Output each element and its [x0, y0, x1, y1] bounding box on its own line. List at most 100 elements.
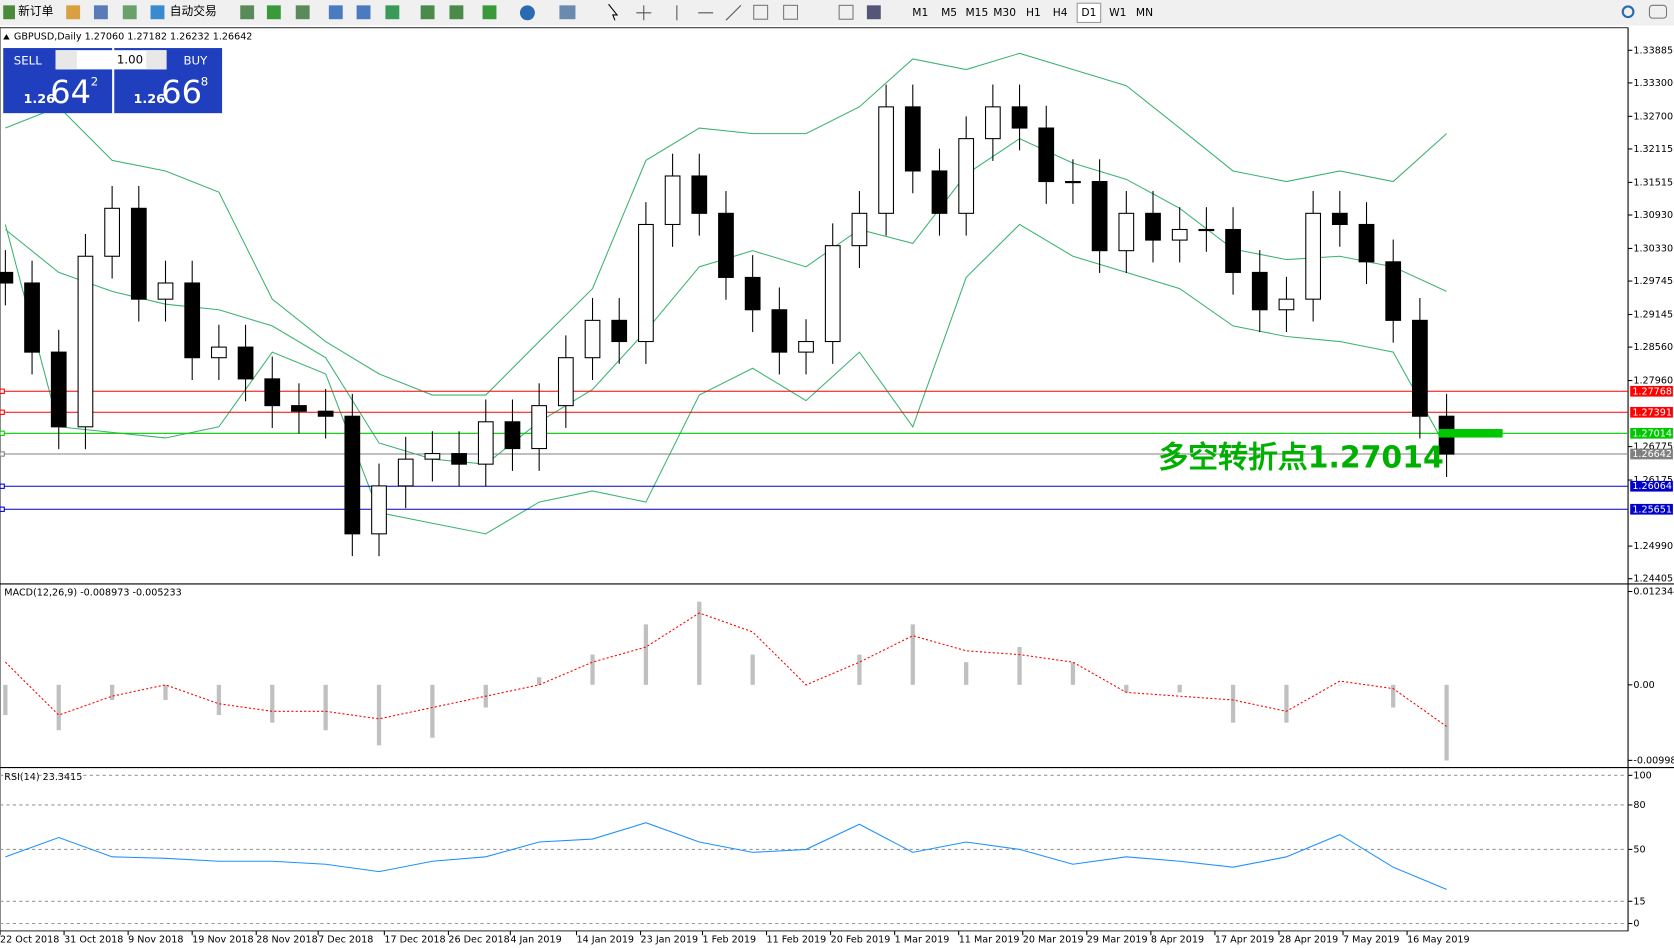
timeframe[interactable]: M30	[993, 6, 1016, 19]
icon[interactable]	[676, 4, 742, 21]
level-label: 1.26642	[1632, 449, 1672, 460]
lot-field[interactable]	[55, 50, 167, 70]
timeframe[interactable]: H1	[1026, 6, 1041, 19]
y-tick-label: 1.33300	[1633, 78, 1673, 89]
sell-button[interactable]: SELL	[14, 53, 42, 67]
icon[interactable]	[608, 3, 619, 21]
y-tick-label: 0	[1633, 919, 1639, 930]
plot: GBPUSD,Daily 1.27060 1.27182 1.26232 1.2…	[0, 27, 1674, 945]
level-label-bg	[1630, 406, 1673, 418]
macd-bar	[323, 684, 328, 731]
search-icon[interactable]	[1621, 5, 1635, 19]
candle-body	[1305, 212, 1322, 300]
candle-body	[1358, 223, 1375, 263]
level-highlight	[1438, 429, 1503, 438]
icon[interactable]	[519, 5, 535, 21]
chart-title: GBPUSD,Daily 1.27060 1.27182 1.26232 1.2…	[14, 31, 253, 42]
icon[interactable]	[240, 5, 255, 20]
new-order[interactable]: 新订单	[18, 4, 53, 18]
icon[interactable]	[266, 5, 281, 20]
x-tick-label: 22 Oct 2018	[0, 934, 59, 945]
auto-trading[interactable]: 自动交易	[170, 4, 217, 18]
macd-bar	[430, 684, 435, 738]
icon[interactable]	[866, 5, 881, 20]
candle-body	[1331, 212, 1348, 226]
icon[interactable]	[385, 5, 400, 20]
candle-body	[931, 170, 948, 214]
timeframe[interactable]: MN	[1136, 6, 1153, 19]
y-tick-label: 1.29745	[1633, 276, 1673, 287]
icon[interactable]	[93, 5, 108, 20]
lot-down[interactable]	[55, 50, 77, 70]
y-tick-label: 1.24990	[1633, 541, 1673, 552]
y-tick-label: 1.32115	[1633, 144, 1673, 155]
candle-body	[397, 458, 414, 487]
timeframe[interactable]: W1	[1109, 6, 1126, 19]
icon[interactable]	[482, 5, 497, 20]
x-tick-label: 19 Nov 2018	[192, 934, 253, 945]
icon[interactable]	[122, 5, 137, 20]
level-label: 1.26064	[1632, 481, 1672, 492]
icon[interactable]	[838, 4, 854, 20]
buy-button[interactable]: BUY	[183, 53, 208, 67]
y-tick-label: 50	[1633, 844, 1645, 855]
timeframe[interactable]: M5	[941, 6, 957, 19]
macd-bar	[1444, 684, 1449, 761]
icon[interactable]	[449, 5, 464, 20]
timeframe[interactable]: M1	[912, 6, 928, 19]
macd-bar	[697, 601, 702, 685]
chat-icon[interactable]	[1648, 4, 1668, 19]
timeframe[interactable]: M15	[965, 6, 988, 19]
annotation: 多空转折点1.27014	[1158, 440, 1443, 475]
candle-body	[1198, 228, 1215, 232]
x-tick-label: 14 Jan 2019	[577, 934, 635, 945]
icon[interactable]	[356, 5, 371, 20]
icon[interactable]	[150, 5, 165, 20]
level-handle	[0, 451, 5, 457]
timeframe[interactable]: H4	[1053, 6, 1068, 19]
icon[interactable]	[559, 5, 576, 20]
timeframe[interactable]: D1	[1081, 6, 1096, 19]
lot-up[interactable]	[146, 50, 167, 70]
level-label: 1.25651	[1632, 504, 1672, 515]
level-handle	[0, 409, 5, 415]
icon[interactable]	[636, 5, 652, 21]
y-tick-label: 80	[1633, 800, 1645, 811]
x-tick-label: 11 Feb 2019	[767, 934, 827, 945]
macd-bar	[3, 684, 8, 716]
y-tick-label: 1.32700	[1633, 111, 1673, 122]
indicator-title: RSI(14) 23.3415	[4, 772, 82, 783]
level-label-bg	[1630, 480, 1673, 492]
candle-body	[1171, 228, 1188, 241]
icon[interactable]	[783, 4, 799, 20]
candle-body	[557, 357, 574, 407]
candle-body	[1145, 212, 1161, 241]
candle-body	[371, 485, 387, 535]
macd-bar	[56, 684, 61, 731]
candle-body	[344, 415, 361, 535]
candle-body	[771, 309, 788, 353]
level-label: 1.27768	[1632, 386, 1672, 397]
icon[interactable]	[420, 5, 435, 20]
candle-body	[451, 453, 467, 465]
icon[interactable]	[295, 5, 310, 20]
rsi-line	[5, 822, 1447, 890]
level-label: 1.27014	[1632, 428, 1672, 439]
candle-body	[1065, 181, 1081, 184]
y-tick-label: 1.30330	[1633, 243, 1673, 254]
x-tick-label: 20 Mar 2019	[1023, 934, 1084, 945]
lot-size[interactable]: 1.00	[117, 52, 143, 66]
x-tick-label: 4 Jan 2019	[510, 934, 561, 945]
icon[interactable]	[3, 5, 15, 20]
macd-bar	[163, 684, 168, 700]
candle-body	[718, 212, 734, 278]
macd-bar	[1391, 684, 1396, 708]
candle-body	[264, 378, 281, 407]
icon[interactable]	[328, 5, 343, 20]
icon[interactable]	[753, 4, 769, 20]
collapse-icon[interactable]	[3, 34, 10, 40]
macd-bar	[1177, 684, 1182, 693]
icon[interactable]	[66, 5, 81, 20]
x-tick-label: 31 Oct 2018	[64, 934, 123, 945]
